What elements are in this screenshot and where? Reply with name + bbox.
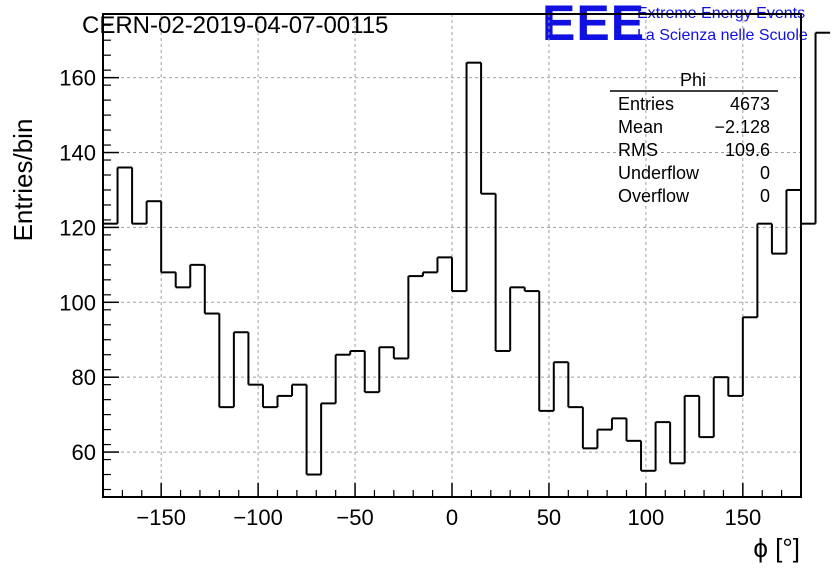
chart-title: CERN-02-2019-04-07-00115: [82, 12, 388, 39]
plot-frame: [102, 13, 802, 498]
y-tick-label: 120: [59, 215, 96, 240]
eee-logo: EEE Extreme Energy Events La Scienza nel…: [542, 0, 808, 51]
stats-value-overflow: 0: [760, 186, 770, 206]
x-tick-label: −100: [233, 505, 283, 530]
x-tick-label: −50: [336, 505, 373, 530]
stats-value-mean: −2.128: [714, 117, 770, 137]
y-tick-label: 80: [72, 365, 96, 390]
stats-label-rms: RMS: [618, 140, 658, 160]
stats-label-underflow: Underflow: [618, 163, 700, 183]
tick-layer: −150 −100 −50 0 50 100 150 60 80 100 120 140 160: [59, 24, 802, 530]
x-tick-label: 100: [628, 505, 665, 530]
x-tick-label: 50: [537, 505, 561, 530]
y-tick-label: 60: [72, 440, 96, 465]
stats-label-mean: Mean: [618, 117, 663, 137]
y-tick-label: 100: [59, 290, 96, 315]
histogram-layer: [103, 31, 831, 476]
stats-label-overflow: Overflow: [618, 186, 690, 206]
x-axis-title: ϕ [°]: [753, 533, 800, 563]
stats-value-entries: 4673: [730, 94, 770, 114]
y-axis-title: Entries/bin: [8, 119, 38, 242]
eee-logo-mark: EEE: [542, 0, 645, 51]
stats-value-underflow: 0: [760, 163, 770, 183]
y-tick-label: 140: [59, 141, 96, 166]
x-tick-label: 0: [446, 505, 458, 530]
stats-title: Phi: [680, 70, 706, 90]
y-tick-label: 160: [59, 66, 96, 91]
stats-box: Phi Entries 4673 Mean −2.128 RMS 109.6 U…: [610, 70, 778, 206]
stats-value-rms: 109.6: [725, 140, 770, 160]
x-tick-label: 150: [724, 505, 761, 530]
x-tick-label: −150: [136, 505, 186, 530]
stats-label-entries: Entries: [618, 94, 674, 114]
eee-logo-line2: La Scienza nelle Scuole: [637, 27, 808, 44]
